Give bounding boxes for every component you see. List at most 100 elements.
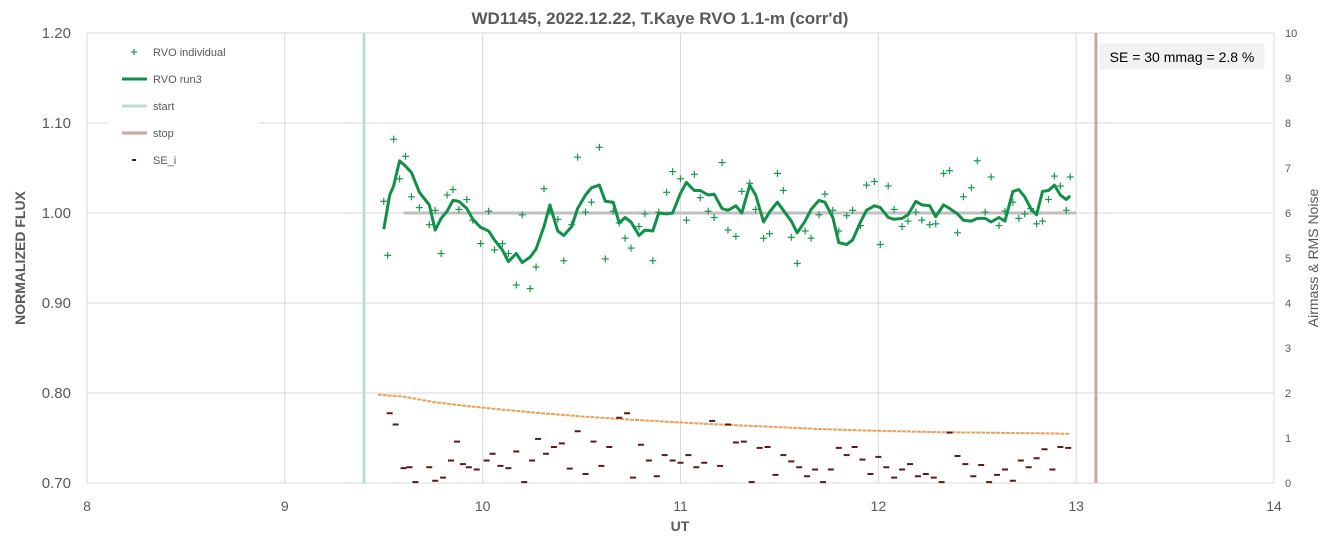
y2-tick-label: 6	[1285, 208, 1291, 220]
individual-point	[574, 153, 582, 161]
individual-point	[431, 206, 439, 214]
individual-point	[384, 251, 392, 259]
x-tick-label: 10	[475, 498, 491, 514]
y2-tick-label: 1	[1285, 433, 1291, 445]
individual-point	[449, 186, 457, 194]
individual-point	[973, 157, 981, 165]
y2-tick-label: 2	[1285, 388, 1291, 400]
x-axis-label: UT	[671, 518, 690, 534]
individual-point	[1044, 196, 1052, 203]
individual-point	[953, 229, 961, 237]
individual-point	[1015, 214, 1023, 222]
individual-point	[912, 208, 920, 216]
y2-tick-label: 9	[1285, 73, 1291, 85]
individual-point	[560, 257, 568, 265]
individual-point	[477, 240, 485, 248]
individual-point	[485, 207, 493, 215]
individual-point	[641, 210, 649, 218]
individual-point	[946, 167, 954, 175]
individual-point	[710, 214, 718, 221]
y2-tick-label: 5	[1285, 253, 1291, 265]
y-tick-label: 1.00	[42, 205, 71, 222]
individual-point	[696, 194, 704, 202]
individual-point	[677, 175, 684, 183]
individual-point	[884, 182, 892, 190]
individual-point	[682, 216, 690, 224]
annotation-background	[1099, 43, 1265, 70]
individual-point	[690, 170, 698, 178]
se-annotation: SE = 30 mmag = 2.8 %	[1099, 43, 1265, 70]
individual-point	[898, 223, 906, 230]
x-tick-label: 14	[1266, 498, 1282, 514]
individual-point	[540, 185, 548, 193]
y-tick-label: 0.90	[42, 295, 71, 312]
x-tick-label: 8	[83, 498, 91, 514]
individual-point	[870, 178, 878, 185]
chart-title: WD1145, 2022.12.22, T.Kaye RVO 1.1-m (co…	[472, 9, 849, 28]
y-tick-label: 0.70	[42, 475, 71, 492]
individual-point	[635, 223, 643, 230]
y-tick-label: 0.80	[42, 385, 71, 402]
individual-point	[732, 232, 740, 240]
individual-point	[601, 255, 609, 263]
individual-point	[407, 193, 415, 201]
x-tick-label: 9	[281, 498, 289, 514]
y2-tick-label: 10	[1285, 28, 1297, 40]
individual-point	[621, 234, 629, 242]
y2-axis-label: Airmass & RMS Noise	[1305, 189, 1321, 328]
individual-point	[512, 281, 520, 289]
individual-point	[669, 168, 677, 176]
run3-line	[382, 159, 1072, 264]
individual-point	[787, 233, 795, 241]
individual-point	[463, 196, 471, 203]
individual-point	[967, 184, 975, 192]
individual-point	[981, 208, 989, 216]
individual-point	[1062, 206, 1070, 214]
individual-point	[402, 152, 410, 160]
individual-point	[491, 246, 499, 254]
y-tick-label: 1.20	[42, 25, 71, 42]
individual-point	[932, 220, 940, 228]
x-tick-label: 12	[871, 498, 887, 514]
individual-point	[815, 211, 823, 219]
individual-point	[518, 211, 526, 219]
individual-point	[926, 221, 934, 229]
y2-tick-label: 0	[1285, 478, 1291, 490]
legend-label: RVO run3	[153, 74, 202, 86]
legend-label: stop	[153, 128, 174, 140]
individual-point	[443, 191, 451, 199]
legend-label: start	[153, 101, 174, 113]
individual-point	[390, 135, 398, 143]
individual-point	[959, 193, 967, 201]
individual-point	[843, 212, 851, 220]
legend: RVO individual RVO run3 start stop SE_i	[108, 38, 258, 178]
y-tick-label: 1.10	[42, 115, 71, 132]
y-axis-label: NORMALIZED FLUX	[12, 190, 28, 324]
individual-point	[1021, 210, 1029, 218]
individual-point	[663, 188, 671, 196]
individual-point	[724, 226, 732, 234]
individual-point	[904, 217, 912, 225]
individual-point	[918, 216, 926, 224]
individual-point	[627, 244, 635, 252]
individual-point	[1066, 173, 1074, 181]
individual-point	[760, 234, 768, 242]
individual-point	[779, 187, 787, 194]
y2-tick-label: 8	[1285, 118, 1291, 130]
annotation-text: SE = 30 mmag = 2.8 %	[1110, 49, 1255, 65]
y2-tick-label: 7	[1285, 163, 1291, 175]
individual-point	[396, 175, 404, 183]
legend-background	[108, 38, 258, 178]
y2-tick-label: 3	[1285, 343, 1291, 355]
individual-point	[455, 205, 463, 213]
individual-point	[415, 204, 423, 212]
individual-point	[704, 207, 712, 215]
y2-tick-label: 4	[1285, 298, 1291, 310]
individual-point	[504, 250, 512, 257]
individual-point	[649, 257, 657, 265]
individual-point	[766, 230, 774, 238]
individual-point	[801, 227, 809, 235]
individual-point	[807, 234, 815, 242]
